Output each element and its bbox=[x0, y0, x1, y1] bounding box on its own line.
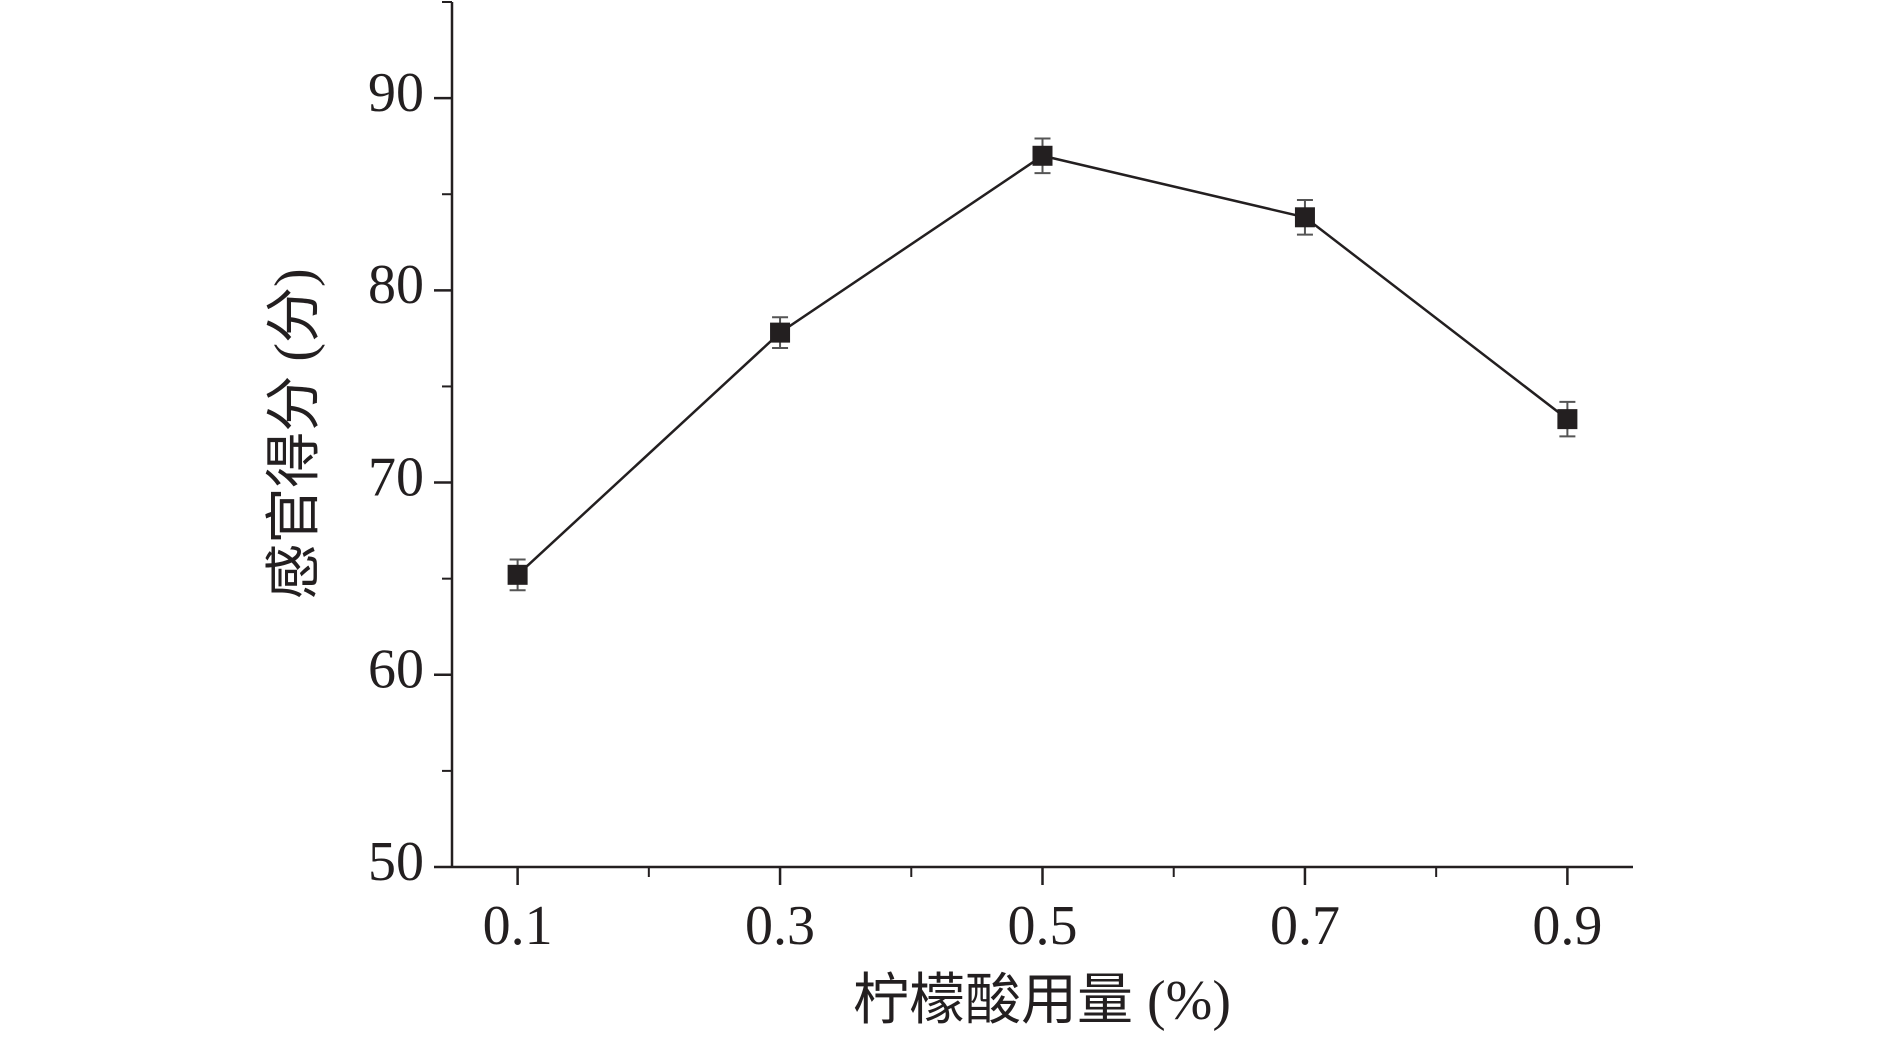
data-point bbox=[1294, 207, 1315, 228]
y-tick-label: 90 bbox=[368, 62, 424, 124]
y-axis-label: 感官得分 (分) bbox=[264, 268, 326, 599]
x-tick-label: 0.9 bbox=[1532, 895, 1602, 957]
y-tick-label: 80 bbox=[368, 254, 424, 316]
x-tick-label: 0.1 bbox=[483, 895, 553, 957]
y-tick-label: 70 bbox=[368, 446, 424, 508]
data-point bbox=[770, 322, 791, 343]
data-point bbox=[1557, 409, 1578, 430]
x-tick-label: 0.5 bbox=[1008, 895, 1078, 957]
data-point bbox=[1032, 145, 1053, 166]
x-tick-label: 0.3 bbox=[745, 895, 815, 957]
x-axis-label: 柠檬酸用量 (%) bbox=[853, 970, 1231, 1032]
data-line bbox=[516, 154, 1569, 576]
x-tick-label: 0.7 bbox=[1270, 895, 1340, 957]
data-point bbox=[507, 564, 528, 585]
y-tick-label: 50 bbox=[368, 831, 424, 893]
y-tick-label: 60 bbox=[368, 639, 424, 701]
